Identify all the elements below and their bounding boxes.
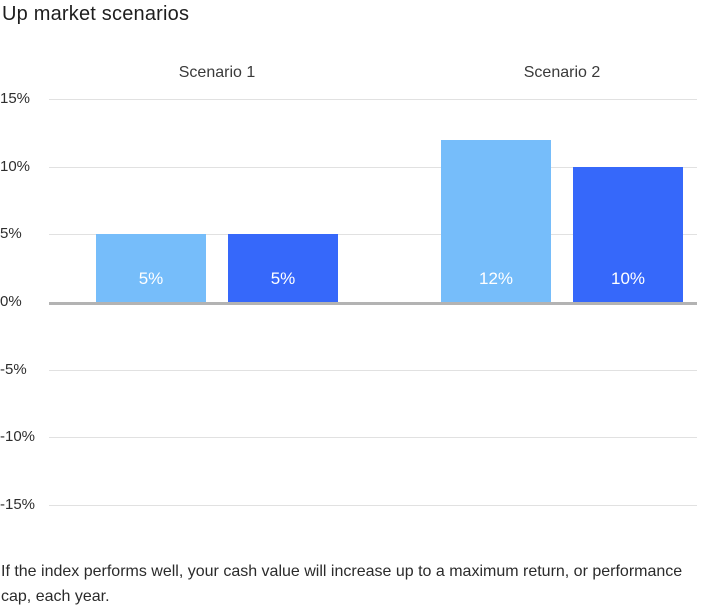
bar-value-label: 12% bbox=[478, 269, 514, 288]
bar-value-label: 5% bbox=[138, 269, 164, 288]
bar-scenario-1-light-blue: 5% bbox=[96, 234, 206, 302]
y-axis-tick-label: 15% bbox=[0, 90, 31, 107]
group-label-scenario-2: Scenario 2 bbox=[523, 64, 601, 81]
bar-value-label: 10% bbox=[610, 269, 646, 288]
gridline bbox=[49, 99, 697, 100]
gridline bbox=[49, 234, 697, 235]
gridline bbox=[49, 505, 697, 506]
y-axis-tick-label: 0% bbox=[0, 293, 22, 310]
y-axis-tick-label: -10% bbox=[0, 428, 36, 445]
bar-value-label: 5% bbox=[270, 269, 296, 288]
bar-scenario-2-light-blue: 12% bbox=[441, 140, 551, 302]
zero-axis-line bbox=[49, 302, 697, 305]
y-axis-tick-label: -5% bbox=[0, 361, 27, 378]
gridline bbox=[49, 437, 697, 438]
y-axis-tick-label: 5% bbox=[0, 225, 22, 242]
chart-title: Up market scenarios bbox=[2, 3, 190, 25]
caption-text: If the index performs well, your cash va… bbox=[1, 563, 683, 605]
bar-scenario-1-dark-blue: 5% bbox=[228, 234, 338, 302]
gridline bbox=[49, 370, 697, 371]
y-axis-tick-label: -15% bbox=[0, 496, 36, 513]
bar-scenario-2-dark-blue: 10% bbox=[573, 167, 683, 302]
group-label-scenario-1: Scenario 1 bbox=[178, 64, 256, 81]
y-axis-tick-label: 10% bbox=[0, 158, 31, 175]
gridline bbox=[49, 167, 697, 168]
